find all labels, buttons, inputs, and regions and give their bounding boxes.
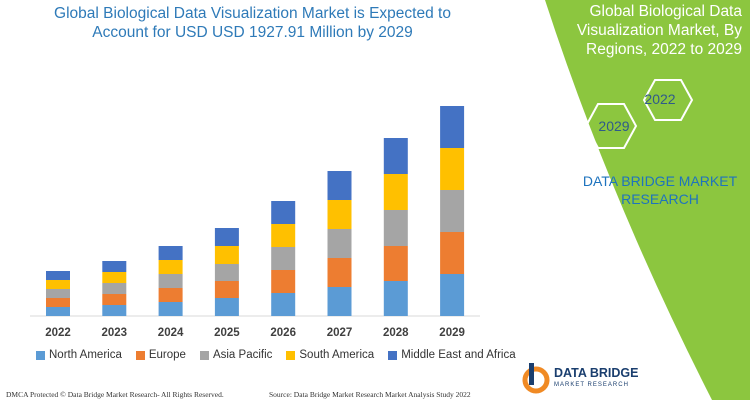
bar-2028-series-3 — [383, 174, 408, 210]
bar-2026-series-3 — [271, 224, 296, 247]
panel-title: Global Biological Data Visualization Mar… — [576, 3, 742, 58]
chart-title: Global Biological Data Visualization Mar… — [54, 5, 451, 41]
bar-2026-series-2 — [271, 247, 296, 270]
hex-2029-label: 2029 — [598, 118, 629, 134]
x-tick-label: 2023 — [102, 327, 128, 339]
legend-swatch — [135, 350, 145, 360]
bar-2026-series-0 — [271, 293, 296, 316]
hex-2022-icon — [642, 79, 694, 121]
bar-2023-series-4 — [102, 261, 127, 272]
legend-swatch — [388, 350, 398, 360]
legend-item: South America — [286, 349, 374, 361]
bar-2024-series-1 — [158, 288, 183, 302]
bar-2025-series-0 — [214, 298, 239, 316]
chart-legend: North America Europe Asia Pacific South Ame… — [36, 349, 516, 361]
bar-2025-series-1 — [214, 281, 239, 298]
logo-name: DATA BRIDGE — [554, 366, 639, 380]
bar-2029-series-1 — [440, 232, 465, 274]
bar-2027-series-1 — [327, 258, 352, 287]
legend-swatch — [199, 350, 209, 360]
bar-2029-series-0 — [440, 274, 465, 316]
bar-2024-series-2 — [158, 274, 183, 288]
bar-2029-series-2 — [440, 190, 465, 232]
bar-2027-series-3 — [327, 200, 352, 229]
x-tick-label: 2026 — [270, 327, 296, 339]
logo-stem-icon — [529, 363, 534, 385]
bar-2024-series-3 — [158, 260, 183, 274]
bar-2022-series-1 — [46, 298, 70, 307]
x-tick-label: 2028 — [383, 327, 409, 339]
legend-swatch — [286, 350, 296, 360]
bar-2029-series-3 — [440, 148, 465, 190]
bar-2025-series-3 — [214, 246, 239, 264]
bar-2028-series-4 — [383, 138, 408, 174]
bar-2024-series-4 — [158, 246, 183, 260]
bar-2023-series-1 — [102, 294, 127, 305]
bar-2028-series-1 — [383, 246, 408, 281]
bar-2022-series-2 — [46, 289, 70, 298]
x-tick-label: 2025 — [214, 327, 240, 339]
bar-2028-series-2 — [383, 210, 408, 246]
bar-2022-series-4 — [46, 271, 70, 280]
legend-label: Asia Pacific — [212, 349, 273, 361]
bar-2027-series-4 — [327, 171, 352, 200]
legend-label: South America — [299, 349, 375, 361]
legend-item: Middle East and Africa — [388, 349, 516, 361]
logo: DATA BRIDGE MARKET RESEARCH — [520, 360, 650, 398]
x-tick-label: 2027 — [327, 327, 353, 339]
footer-copyright: DMCA Protected © Data Bridge Market Rese… — [6, 390, 224, 399]
bar-2022-series-3 — [46, 280, 70, 289]
legend-swatch — [36, 350, 45, 360]
bar-2027-series-0 — [327, 287, 352, 316]
bar-2023-series-0 — [102, 305, 127, 316]
bar-2025-series-2 — [214, 264, 239, 281]
footer-source: Source: Data Bridge Market Research Mark… — [269, 390, 471, 399]
bar-2022-series-0 — [46, 307, 70, 316]
bar-2028-series-0 — [383, 281, 408, 316]
hex-2022-label: 2022 — [644, 91, 675, 107]
legend-item: North America — [36, 349, 122, 361]
x-tick-label: 2022 — [45, 327, 71, 339]
logo-sub: MARKET RESEARCH — [554, 382, 629, 388]
brand-text: DATA BRIDGE MARKET RESEARCH — [582, 173, 738, 207]
bar-2023-series-2 — [102, 283, 127, 294]
hex-2029-icon — [584, 103, 638, 149]
bar-2027-series-2 — [327, 229, 352, 258]
legend-label: North America — [49, 349, 122, 361]
legend-label: Europe — [148, 349, 186, 361]
bar-2026-series-4 — [271, 201, 296, 224]
bar-2023-series-3 — [102, 272, 127, 283]
legend-item: Europe — [135, 349, 186, 361]
logo-icon — [522, 366, 550, 394]
x-tick-label: 2024 — [158, 327, 184, 339]
bar-2024-series-0 — [158, 302, 183, 316]
green-panel-shape — [545, 0, 750, 400]
bar-2026-series-1 — [271, 270, 296, 293]
x-tick-label: 2029 — [439, 327, 465, 339]
bar-2029-series-4 — [440, 106, 465, 148]
stacked-bar-chart: 2022 2023 2024 2025 2026 2027 2028 2029 — [30, 106, 480, 339]
bar-2025-series-4 — [214, 228, 239, 246]
legend-item: Asia Pacific — [199, 349, 273, 361]
legend-label: Middle East and Africa — [401, 349, 516, 361]
